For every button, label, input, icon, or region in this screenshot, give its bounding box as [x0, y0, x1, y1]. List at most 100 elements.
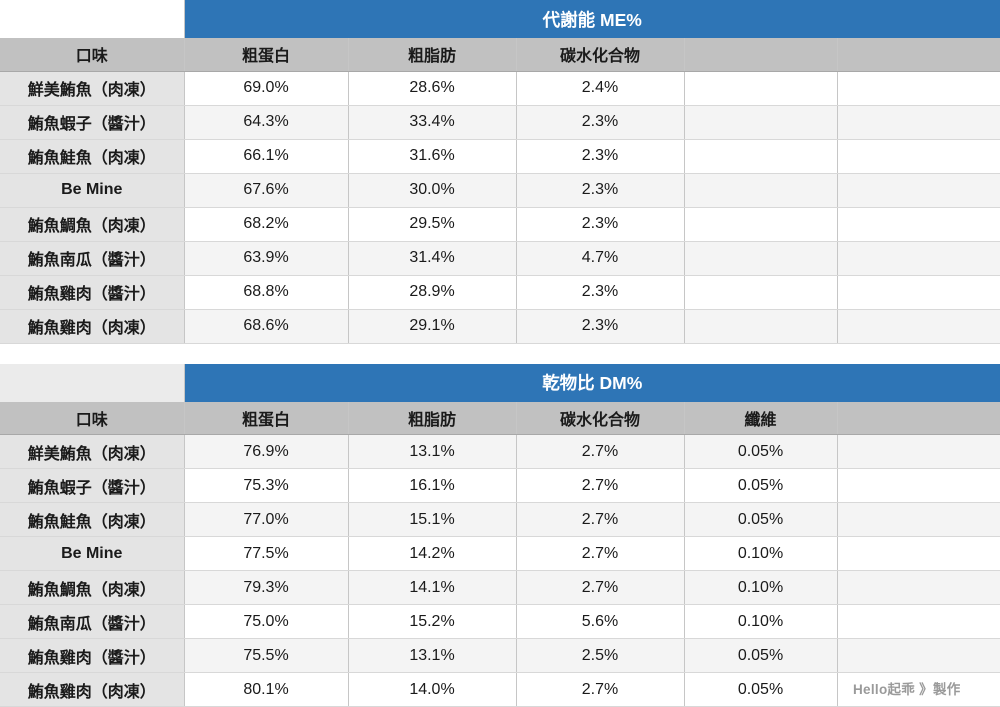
value-cell — [684, 139, 838, 174]
column-header — [837, 401, 1000, 435]
value-cell — [837, 139, 1000, 174]
flavor-cell: Be Mine — [0, 173, 185, 208]
value-cell — [837, 105, 1000, 140]
column-header: 口味 — [0, 38, 185, 72]
value-cell: 13.1% — [348, 434, 517, 469]
flavor-cell: Be Mine — [0, 536, 185, 571]
value-cell: 14.1% — [348, 570, 517, 605]
value-cell: 0.05% — [684, 434, 838, 469]
corner-cell — [0, 363, 185, 402]
value-cell: 0.10% — [684, 536, 838, 571]
header-row: 口味 粗蛋白 粗脂肪 碳水化合物 纖維 — [0, 401, 1000, 435]
table-row: Be Mine 77.5% 14.2% 2.7% 0.10% — [0, 536, 1000, 571]
column-header: 粗脂肪 — [348, 38, 517, 72]
watermark: Hello起乖 》製作 — [853, 682, 961, 697]
value-cell: 2.7% — [516, 672, 685, 707]
value-cell: 4.7% — [516, 241, 685, 276]
value-cell: 75.0% — [184, 604, 349, 639]
table-row: 鮪魚鯛魚（肉凍） 68.2% 29.5% 2.3% — [0, 207, 1000, 242]
value-cell: 2.5% — [516, 638, 685, 673]
value-cell: 16.1% — [348, 468, 517, 503]
table-row: 鮮美鮪魚（肉凍） 69.0% 28.6% 2.4% — [0, 71, 1000, 106]
value-cell — [837, 71, 1000, 106]
flavor-cell: 鮪魚雞肉（肉凍） — [0, 672, 185, 707]
value-cell — [837, 638, 1000, 673]
value-cell: 68.2% — [184, 207, 349, 242]
value-cell — [837, 468, 1000, 503]
value-cell: 75.3% — [184, 468, 349, 503]
value-cell — [837, 173, 1000, 208]
flavor-cell: 鮪魚雞肉（肉凍） — [0, 309, 185, 344]
value-cell — [684, 105, 838, 140]
value-cell: 76.9% — [184, 434, 349, 469]
value-cell: 14.0% — [348, 672, 517, 707]
flavor-cell: 鮪魚蝦子（醬汁） — [0, 105, 185, 140]
value-cell: 2.3% — [516, 173, 685, 208]
value-cell: 69.0% — [184, 71, 349, 106]
value-cell: 0.10% — [684, 570, 838, 605]
value-cell: 68.8% — [184, 275, 349, 310]
flavor-cell: 鮪魚南瓜（醬汁） — [0, 241, 185, 276]
column-header: 粗蛋白 — [184, 38, 349, 72]
column-header — [684, 38, 838, 72]
table-title: 代謝能 ME% — [184, 0, 1000, 38]
column-header: 口味 — [0, 401, 185, 435]
flavor-cell: 鮪魚雞肉（醬汁） — [0, 638, 185, 673]
value-cell: 2.3% — [516, 105, 685, 140]
value-cell: 15.1% — [348, 502, 517, 537]
table-row: 鮪魚鮭魚（肉凍） 66.1% 31.6% 2.3% — [0, 139, 1000, 174]
value-cell: 80.1% — [184, 672, 349, 707]
value-cell: 2.4% — [516, 71, 685, 106]
value-cell: 2.7% — [516, 468, 685, 503]
value-cell: 30.0% — [348, 173, 517, 208]
value-cell: 77.0% — [184, 502, 349, 537]
value-cell: 0.10% — [684, 604, 838, 639]
table-row: 鮪魚鯛魚（肉凍） 79.3% 14.1% 2.7% 0.10% — [0, 570, 1000, 605]
value-cell — [837, 570, 1000, 605]
value-cell: 77.5% — [184, 536, 349, 571]
value-cell: 14.2% — [348, 536, 517, 571]
table-row: 鮪魚雞肉（醬汁） 68.8% 28.9% 2.3% — [0, 275, 1000, 310]
value-cell: 13.1% — [348, 638, 517, 673]
flavor-cell: 鮪魚南瓜（醬汁） — [0, 604, 185, 639]
value-cell: 2.3% — [516, 139, 685, 174]
table-row: 鮪魚蝦子（醬汁） 75.3% 16.1% 2.7% 0.05% — [0, 468, 1000, 503]
value-cell — [684, 241, 838, 276]
corner-cell — [0, 0, 185, 38]
table-row: 鮪魚鮭魚（肉凍） 77.0% 15.1% 2.7% 0.05% — [0, 502, 1000, 537]
column-header: 碳水化合物 — [516, 401, 685, 435]
flavor-cell: 鮮美鮪魚（肉凍） — [0, 434, 185, 469]
header-row: 口味 粗蛋白 粗脂肪 碳水化合物 — [0, 38, 1000, 72]
table-row: 鮮美鮪魚（肉凍） 76.9% 13.1% 2.7% 0.05% — [0, 434, 1000, 469]
value-cell: 2.7% — [516, 570, 685, 605]
value-cell: 2.3% — [516, 207, 685, 242]
value-cell: 28.6% — [348, 71, 517, 106]
value-cell: 0.05% — [684, 638, 838, 673]
column-header: 纖維 — [684, 401, 838, 435]
flavor-cell: 鮪魚鯛魚（肉凍） — [0, 570, 185, 605]
table-row: 鮪魚南瓜（醬汁） 63.9% 31.4% 4.7% — [0, 241, 1000, 276]
value-cell: 67.6% — [184, 173, 349, 208]
table-row: 鮪魚蝦子（醬汁） 64.3% 33.4% 2.3% — [0, 105, 1000, 140]
table-row: 鮪魚雞肉（肉凍） 80.1% 14.0% 2.7% 0.05% — [0, 672, 1000, 707]
value-cell — [837, 241, 1000, 276]
column-header — [837, 38, 1000, 72]
value-cell: 2.7% — [516, 536, 685, 571]
value-cell: 28.9% — [348, 275, 517, 310]
value-cell — [684, 207, 838, 242]
flavor-cell: 鮪魚鮭魚（肉凍） — [0, 502, 185, 537]
metabolizable-energy-table: 代謝能 ME% 口味 粗蛋白 粗脂肪 碳水化合物 鮮美鮪魚（肉凍） 69.0% 28.6% 2.… — [0, 0, 1000, 344]
value-cell: 29.5% — [348, 207, 517, 242]
value-cell: 31.6% — [348, 139, 517, 174]
value-cell: 66.1% — [184, 139, 349, 174]
dry-matter-table: 乾物比 DM% 口味 粗蛋白 粗脂肪 碳水化合物 纖維 鮮美鮪魚（肉凍） 76.9% 13.1%… — [0, 363, 1000, 707]
value-cell: 0.05% — [684, 468, 838, 503]
value-cell: 0.05% — [684, 672, 838, 707]
value-cell: 68.6% — [184, 309, 349, 344]
value-cell — [684, 309, 838, 344]
value-cell: 75.5% — [184, 638, 349, 673]
table-row: 鮪魚南瓜（醬汁） 75.0% 15.2% 5.6% 0.10% — [0, 604, 1000, 639]
value-cell: 5.6% — [516, 604, 685, 639]
value-cell: 29.1% — [348, 309, 517, 344]
